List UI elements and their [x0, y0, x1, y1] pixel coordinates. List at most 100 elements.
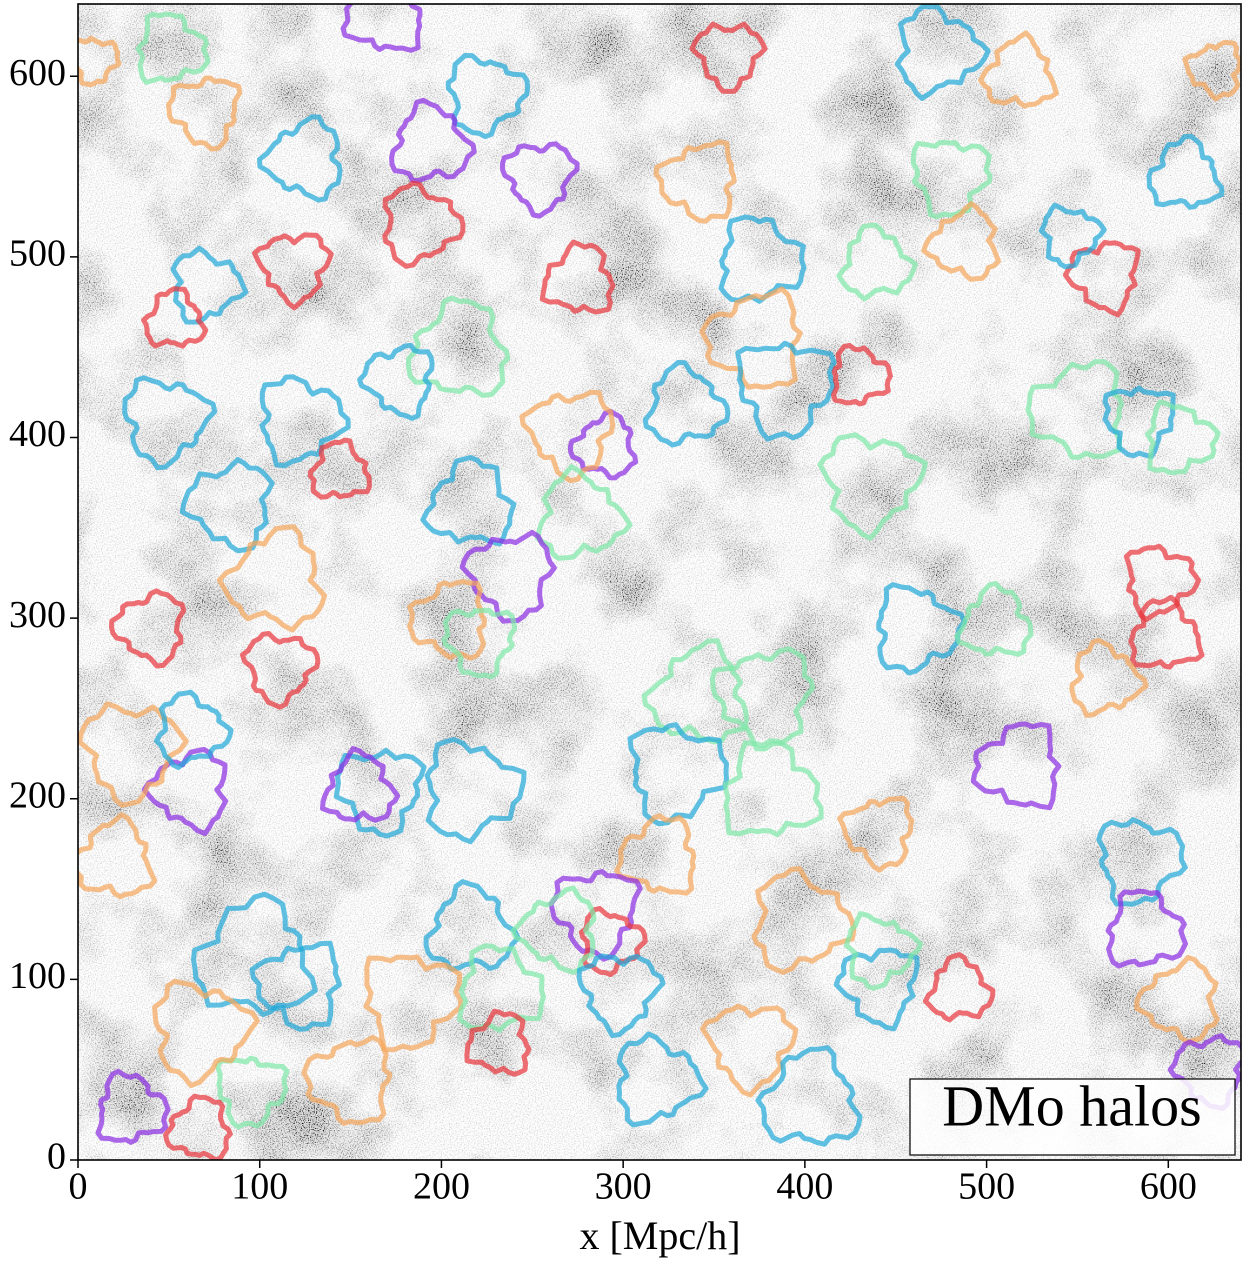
halo-contour	[627, 722, 729, 827]
halo-contour	[548, 869, 643, 962]
x-tick-label: 600	[1140, 1166, 1197, 1208]
halo-contour	[576, 953, 666, 1039]
halo-contour	[445, 52, 531, 140]
halo-contour	[1105, 888, 1188, 969]
halo-contour	[1182, 39, 1241, 102]
halo-contour	[459, 529, 557, 624]
halo-contour	[954, 580, 1034, 657]
halo-contour	[735, 340, 837, 442]
halo-contour	[641, 638, 749, 745]
halo-contour	[407, 579, 487, 661]
halo-contour	[1062, 239, 1141, 318]
halo-contour	[154, 689, 234, 770]
x-tick-label: 200	[413, 1166, 470, 1208]
halo-contour	[214, 1055, 290, 1130]
halo-contour	[539, 239, 616, 315]
y-tick-label: 100	[9, 955, 66, 997]
halo-contour	[216, 524, 327, 633]
halo-contour	[333, 747, 427, 839]
halo-contour	[307, 437, 372, 500]
annotation: DMo halos	[942, 1073, 1201, 1138]
halo-contour	[257, 114, 343, 203]
halo-contour	[109, 588, 187, 669]
halo-contour	[616, 1031, 709, 1128]
halo-contour	[78, 35, 122, 88]
y-tick-label: 400	[9, 413, 66, 455]
halo-contour	[1102, 385, 1176, 460]
halo-contour	[191, 891, 318, 1018]
halo-contour	[1128, 594, 1205, 670]
halo-contour	[718, 214, 807, 304]
halo-contour	[833, 947, 920, 1032]
halo-contour	[1144, 399, 1221, 476]
halo-layer	[78, 4, 1241, 1160]
halo-contour	[894, 4, 991, 101]
halo-contour	[1038, 202, 1107, 270]
halo-contour	[876, 582, 967, 676]
y-tick-label: 300	[9, 594, 66, 636]
x-tick-label: 0	[69, 1166, 88, 1208]
halo-contour	[166, 75, 243, 152]
y-tick-label: 500	[9, 233, 66, 275]
halo-contour	[1146, 133, 1225, 210]
halo-contour	[700, 1003, 799, 1098]
halo-contour	[320, 746, 401, 823]
halo-contour	[510, 885, 597, 975]
halo-contour	[141, 286, 209, 349]
halo-contour	[464, 1008, 532, 1077]
annotation-box	[909, 1078, 1236, 1156]
halo-contour	[135, 11, 211, 85]
halo-contour	[357, 342, 435, 421]
halo-contour	[95, 1068, 171, 1145]
halo-contour	[836, 222, 918, 302]
halo-contour	[817, 432, 928, 541]
halo-contour	[535, 464, 633, 561]
halo-contour	[567, 408, 639, 481]
halo-contour	[240, 631, 321, 710]
halo-contour	[921, 201, 1001, 282]
halo-contour	[363, 954, 464, 1053]
halo-contour	[382, 180, 466, 269]
halo-contour	[152, 978, 260, 1089]
halo-contour	[831, 342, 893, 407]
halo-contour	[1123, 543, 1201, 622]
halo-contour	[424, 737, 527, 845]
y-tick-label: 600	[9, 52, 66, 94]
x-axis-label: x [Mpc/h]	[579, 1213, 740, 1258]
halo-contour	[252, 232, 334, 311]
halo-contour	[163, 1093, 233, 1160]
halo-contour	[301, 1034, 393, 1126]
halo-contour	[1069, 637, 1149, 718]
halo-contour	[722, 738, 824, 838]
halo-contour	[340, 4, 423, 53]
x-tick-label: 500	[958, 1166, 1015, 1208]
y-tick-label: 0	[47, 1136, 66, 1178]
density-field	[78, 4, 1241, 1160]
halo-contour	[519, 389, 616, 484]
halo-contour	[970, 721, 1062, 811]
halo-contour	[1134, 955, 1220, 1045]
halo-contour	[689, 21, 768, 94]
halo-contour	[642, 360, 731, 448]
plot-frame	[77, 3, 1242, 1161]
halo-contour	[78, 701, 189, 808]
halo-contour	[709, 646, 816, 752]
halo-contour	[1025, 359, 1124, 460]
halo-contour	[78, 812, 158, 900]
x-tick-label: 300	[595, 1166, 652, 1208]
halo-contour	[170, 245, 249, 325]
halo-contour	[441, 607, 518, 680]
halo-contour	[699, 286, 803, 390]
y-tick-label: 200	[9, 774, 66, 816]
halo-contour	[423, 879, 521, 972]
x-tick-label: 400	[776, 1166, 833, 1208]
halo-contour	[922, 952, 996, 1023]
halo-contour	[843, 911, 924, 991]
halo-contour	[614, 813, 697, 896]
halo-contour	[837, 795, 915, 873]
halo-contour	[755, 1045, 863, 1147]
halo-contour	[389, 97, 477, 184]
halo-contour	[751, 866, 857, 975]
halo-contour	[122, 375, 218, 471]
